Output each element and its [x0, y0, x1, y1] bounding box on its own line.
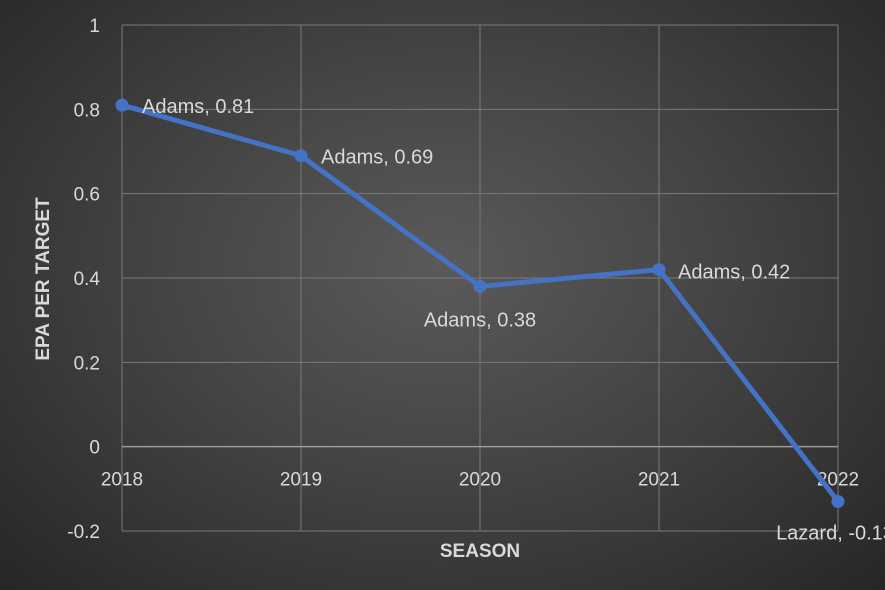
y-axis-title: EPA PER TARGET — [33, 197, 54, 361]
y-axis-ticks: 1 0.8 0.6 0.4 0.2 0 -0.2 — [67, 16, 100, 543]
y-tick-label: 0.4 — [74, 269, 101, 290]
data-point — [294, 149, 308, 163]
x-tick-label: 2018 — [101, 470, 143, 491]
y-tick-label: -0.2 — [67, 522, 100, 543]
gridlines — [121, 24, 839, 532]
series-layer — [115, 98, 845, 508]
data-label: Adams, 0.69 — [321, 147, 433, 169]
y-tick-label: 1 — [89, 16, 100, 37]
x-axis-title: SEASON — [440, 541, 520, 562]
y-tick-label: 0.2 — [74, 353, 100, 374]
data-labels: Adams, 0.81 Adams, 0.69 Adams, 0.38 Adams, … — [142, 96, 885, 544]
y-tick-label: 0 — [89, 438, 100, 459]
x-tick-label: 2021 — [638, 470, 680, 491]
data-label: Adams, 0.42 — [678, 262, 790, 284]
data-label: Adams, 0.81 — [142, 96, 254, 118]
data-point — [473, 279, 487, 293]
x-axis-ticks: 2018 2019 2020 2021 2022 — [101, 470, 859, 491]
y-tick-label: 0.6 — [74, 185, 100, 206]
data-label: Adams, 0.38 — [424, 309, 536, 331]
y-tick-label: 0.8 — [74, 100, 100, 121]
data-point — [652, 263, 666, 277]
data-label: Lazard, -0.13 — [776, 522, 885, 544]
x-tick-label: 2020 — [459, 470, 501, 491]
data-point — [115, 98, 129, 112]
data-point — [831, 494, 845, 508]
x-tick-label: 2019 — [280, 470, 322, 491]
